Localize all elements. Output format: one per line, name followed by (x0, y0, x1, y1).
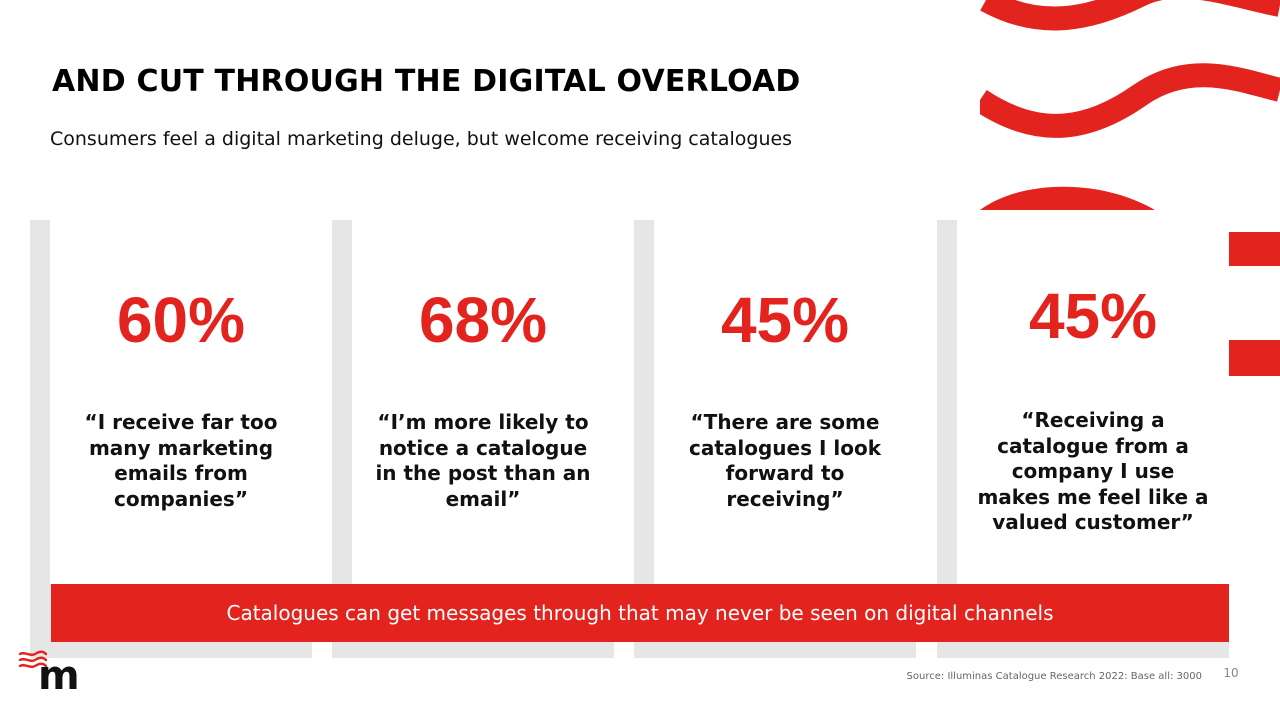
stat-quote: “Receiving a catalogue from a company I … (977, 408, 1209, 534)
stat-card-panel: 60% “I receive far too many marketing em… (50, 220, 312, 584)
summary-banner-text: Catalogues can get messages through that… (226, 601, 1054, 625)
stat-card-1: 60% “I receive far too many marketing em… (30, 220, 312, 658)
brand-logo-letter: m (38, 653, 80, 692)
stat-card-panel: 45% “Receiving a catalogue from a compan… (957, 220, 1229, 584)
stat-card-panel: 68% “I’m more likely to notice a catalog… (352, 220, 614, 584)
source-note: Source: Illuminas Catalogue Research 202… (906, 671, 1202, 682)
summary-banner: Catalogues can get messages through that… (51, 584, 1229, 642)
stat-quote: “There are some catalogues I look forwar… (688, 410, 882, 511)
stat-value: 68% (418, 284, 548, 356)
stat-value: 60% (116, 284, 246, 356)
page-number: 10 (1223, 666, 1239, 680)
brand-logo-icon: m (18, 650, 80, 692)
stat-quote: “I receive far too many marketing emails… (84, 410, 278, 511)
page-title: AND CUT THROUGH THE DIGITAL OVERLOAD (52, 64, 801, 99)
page-subtitle: Consumers feel a digital marketing delug… (50, 128, 793, 150)
stat-card-panel: 45% “There are some catalogues I look fo… (654, 220, 916, 584)
wave-decoration-icon (980, 0, 1280, 376)
stat-quote: “I’m more likely to notice a catalogue i… (375, 410, 591, 511)
stat-value: 45% (720, 284, 850, 356)
stat-value: 45% (1028, 280, 1158, 352)
